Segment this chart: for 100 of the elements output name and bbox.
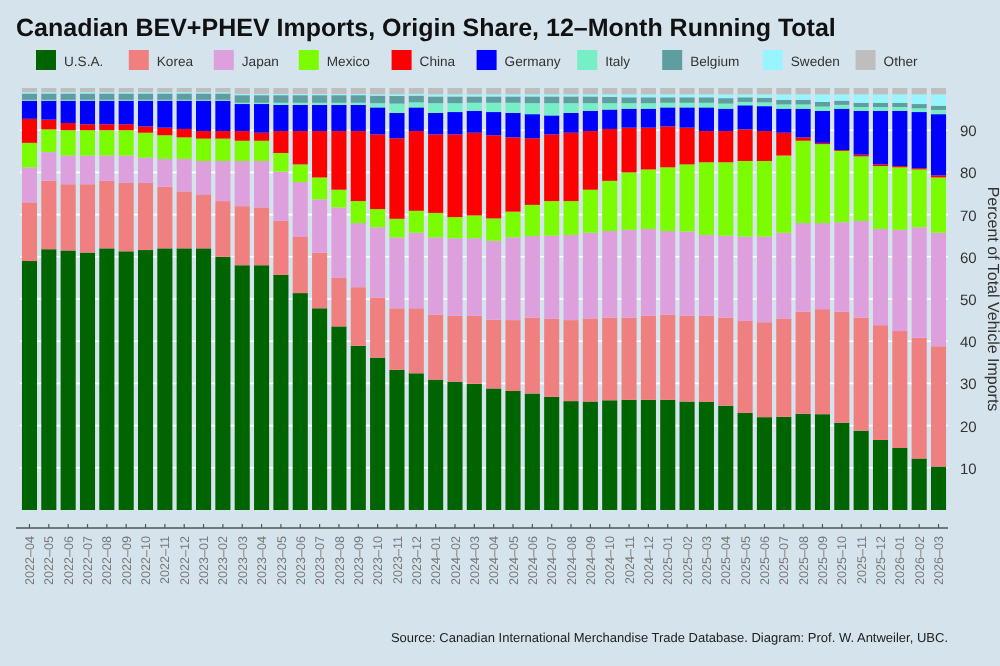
bar (408, 102, 424, 108)
bar (505, 237, 521, 321)
bar (563, 88, 579, 95)
bar (834, 150, 850, 223)
bar (273, 104, 289, 132)
bar (602, 400, 618, 510)
bar (466, 383, 482, 510)
bar (292, 131, 308, 165)
bar (21, 100, 38, 119)
bar (698, 107, 714, 132)
bar (776, 416, 792, 510)
bar (41, 129, 57, 153)
bar (737, 105, 753, 130)
bar (582, 131, 598, 190)
bar (892, 331, 908, 448)
bar (505, 96, 521, 103)
bar (273, 95, 289, 103)
bar (389, 308, 405, 370)
bar (273, 220, 289, 275)
bar (312, 88, 328, 94)
bar (196, 138, 212, 162)
bar (679, 107, 695, 128)
bar (60, 93, 76, 100)
bar (196, 131, 212, 139)
bar (466, 132, 482, 216)
bar (621, 97, 637, 104)
bar (795, 108, 811, 138)
bar (544, 103, 560, 116)
bar (544, 115, 560, 135)
bar (99, 100, 115, 125)
bar (718, 108, 734, 132)
bar (486, 240, 502, 320)
bar (312, 131, 328, 178)
bar (872, 439, 889, 510)
bar (602, 109, 618, 129)
bar (350, 223, 366, 288)
bar (428, 314, 444, 380)
bar (640, 127, 656, 170)
bar (872, 228, 889, 326)
bar (157, 248, 173, 510)
bar (602, 317, 618, 401)
bar (544, 235, 560, 319)
bar (563, 112, 579, 133)
bar (911, 169, 927, 228)
bar (79, 130, 96, 156)
bar (679, 401, 695, 510)
bar (602, 103, 618, 110)
bar (930, 109, 947, 115)
bar (756, 88, 772, 95)
bar (428, 237, 444, 315)
bar (447, 238, 463, 316)
bar (79, 252, 96, 510)
bar (660, 107, 676, 127)
bar (640, 103, 656, 109)
bar (718, 405, 734, 510)
bar (911, 337, 927, 459)
bar (834, 422, 850, 510)
bar (408, 131, 424, 211)
bar (466, 88, 482, 95)
bar (234, 88, 250, 94)
bar (892, 94, 908, 103)
bar (660, 314, 676, 400)
bar (930, 232, 947, 347)
bar (756, 417, 772, 510)
bar (853, 220, 869, 318)
bar (892, 167, 908, 230)
bar (486, 88, 502, 95)
bar (466, 96, 482, 103)
bar (524, 114, 540, 139)
bar (60, 184, 76, 251)
bar (621, 108, 637, 128)
bar (176, 248, 192, 510)
bar (544, 134, 560, 202)
bar (524, 96, 540, 104)
bar (331, 207, 347, 278)
bar (60, 155, 76, 185)
bar (853, 110, 869, 155)
bar (370, 297, 386, 358)
bar (466, 315, 482, 384)
bar (544, 201, 560, 236)
bar (853, 317, 869, 431)
bar (273, 152, 289, 172)
bar (350, 201, 366, 224)
bar (582, 88, 598, 95)
bar (524, 317, 540, 394)
bar (428, 212, 444, 238)
bar (41, 249, 57, 510)
bar (737, 88, 753, 95)
bar (447, 96, 463, 104)
bar (21, 261, 38, 510)
bar (872, 110, 889, 165)
bar (292, 95, 308, 103)
bar (331, 277, 347, 327)
bar (21, 202, 38, 262)
bar (428, 112, 444, 135)
bar (389, 369, 405, 510)
bar (563, 234, 579, 321)
bar (872, 166, 889, 229)
bar (254, 88, 270, 94)
bar (41, 93, 57, 100)
